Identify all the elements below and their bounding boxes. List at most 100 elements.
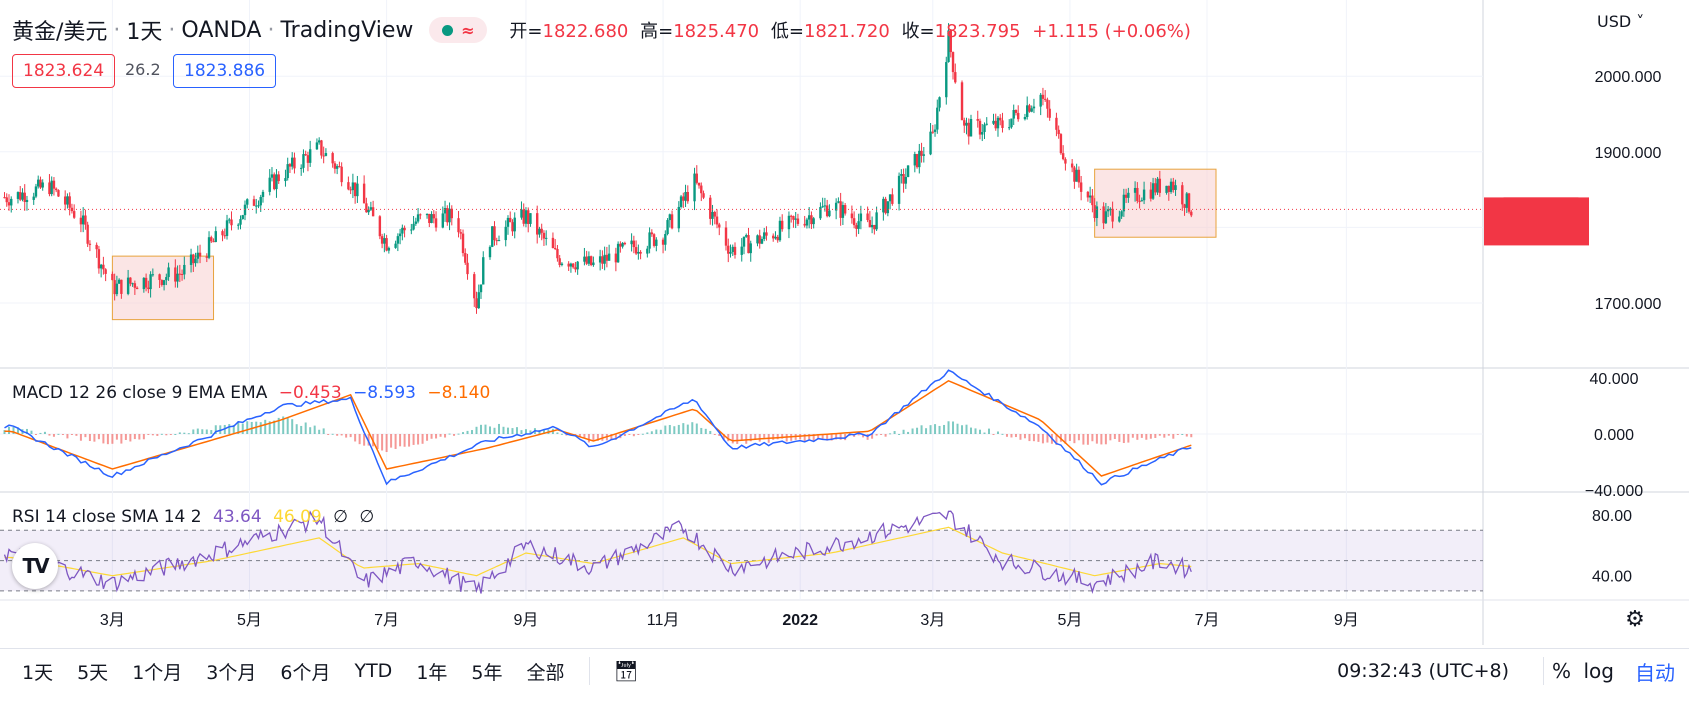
macd-hist-bar	[776, 434, 779, 440]
macd-hist-bar	[1154, 434, 1157, 438]
range-1y-button[interactable]: 1年	[416, 661, 448, 684]
macd-hist-bar	[75, 434, 78, 436]
macd-hist-bar	[412, 434, 415, 445]
candle-body	[614, 253, 618, 263]
candle-body	[666, 220, 669, 234]
macd-hist-bar	[453, 434, 456, 436]
currency-selector[interactable]: USD ˅	[1597, 12, 1644, 31]
percent-scale-toggle[interactable]: %	[1551, 659, 1571, 683]
log-scale-toggle[interactable]: log	[1583, 659, 1615, 683]
macd-hist-bar	[345, 434, 348, 438]
range-6m-button[interactable]: 6个月	[280, 661, 331, 684]
candle-body	[749, 243, 752, 254]
calendar-range-icon[interactable]: 📅︎	[613, 659, 639, 683]
price-range-box	[111, 255, 215, 321]
macd-hist-bar	[812, 434, 815, 442]
candle-body	[432, 214, 436, 219]
macd-hist-bar	[336, 434, 339, 436]
candle-body	[491, 226, 494, 247]
macd-hist-bar	[560, 433, 563, 435]
settings-gear-icon[interactable]: ⚙	[1625, 607, 1645, 632]
time-tick-label: 3月	[100, 612, 125, 629]
interval-label[interactable]: 1天	[126, 20, 163, 45]
candle-body	[587, 256, 591, 264]
candle-body	[412, 223, 415, 230]
candle-body	[873, 224, 876, 230]
macd-hist-bar	[587, 434, 590, 443]
range-5d-button[interactable]: 5天	[77, 661, 109, 684]
candle-body	[497, 240, 501, 242]
macd-hist-bar	[880, 434, 883, 435]
macd-hist-bar	[1167, 434, 1170, 436]
candle-body	[383, 238, 386, 244]
candle-body	[603, 254, 606, 264]
range-3m-button[interactable]: 3个月	[206, 661, 257, 684]
range-1m-button[interactable]: 1个月	[132, 661, 183, 684]
candle-body	[852, 218, 856, 226]
macd-hist-bar	[987, 428, 990, 434]
macd-hist-bar	[403, 434, 406, 447]
time-tick-label: 5月	[1057, 612, 1082, 629]
range-1d-button[interactable]: 1天	[22, 661, 54, 684]
macd-hist-bar	[1005, 434, 1008, 437]
tradingview-logo-icon[interactable]: TV	[12, 543, 58, 589]
candle-body	[1185, 193, 1188, 208]
candle-body	[1111, 208, 1114, 222]
macd-legend[interactable]: MACD 12 26 close 9 EMA EMA −0.453 −8.593…	[12, 383, 496, 403]
candle-body	[882, 198, 885, 213]
price-tick-label: 1900.000	[1595, 145, 1662, 162]
candle-body	[695, 173, 698, 183]
candle-body	[902, 174, 905, 184]
market-status-pill[interactable]: ≈	[429, 17, 488, 43]
candle-body	[81, 215, 85, 225]
candle-body	[48, 182, 51, 195]
sell-price-button[interactable]: 1823.624	[12, 54, 116, 88]
candle-body	[126, 277, 130, 294]
candle-body	[212, 241, 215, 243]
candle-body	[32, 196, 35, 200]
candle-body	[270, 174, 274, 178]
rsi-band	[0, 530, 1483, 591]
candle-body	[165, 277, 168, 281]
range-all-button[interactable]: 全部	[526, 661, 565, 684]
macd-hist-bar	[623, 434, 626, 437]
macd-hist-bar	[592, 434, 595, 440]
macd-hist-bar	[1055, 434, 1058, 445]
candle-body	[288, 164, 292, 167]
candle-body	[446, 208, 449, 223]
candle-body	[192, 254, 195, 264]
macd-hist-bar	[763, 434, 766, 439]
candle-body	[3, 197, 6, 199]
macd-hist-bar	[30, 430, 33, 434]
candle-body	[1174, 185, 1177, 190]
rsi-legend[interactable]: RSI 14 close SMA 14 2 43.64 46.09 ∅ ∅	[12, 507, 380, 527]
candle-body	[1077, 169, 1081, 183]
candle-body	[891, 194, 894, 204]
range-5y-button[interactable]: 5年	[471, 661, 503, 684]
candle-body	[834, 202, 838, 211]
macd-hist-bar	[996, 431, 999, 434]
macd-hist-bar	[1100, 434, 1103, 445]
symbol-name[interactable]: 黄金/美元	[12, 20, 108, 45]
buy-price-button[interactable]: 1823.886	[173, 54, 277, 88]
macd-hist-bar	[489, 426, 491, 434]
candle-body	[553, 248, 557, 250]
candle-body	[639, 251, 642, 254]
macd-hist-bar	[727, 434, 730, 442]
open-label: 开=	[509, 21, 543, 42]
candle-body	[457, 218, 460, 233]
candle-body	[637, 251, 640, 254]
candle-body	[843, 205, 847, 214]
range-ytd-button[interactable]: YTD	[354, 660, 393, 682]
candle-body	[1122, 194, 1126, 212]
candle-body	[866, 213, 869, 221]
macd-hist-bar	[754, 434, 757, 440]
candle-body	[506, 217, 510, 227]
platform-label: TradingView	[280, 17, 414, 43]
macd-hist-bar	[363, 434, 366, 446]
timezone-clock[interactable]: 09:32:43 (UTC+8)	[1337, 660, 1509, 682]
auto-scale-toggle[interactable]: 自动	[1635, 660, 1675, 685]
candle-body	[194, 258, 197, 264]
candle-body	[147, 287, 150, 290]
